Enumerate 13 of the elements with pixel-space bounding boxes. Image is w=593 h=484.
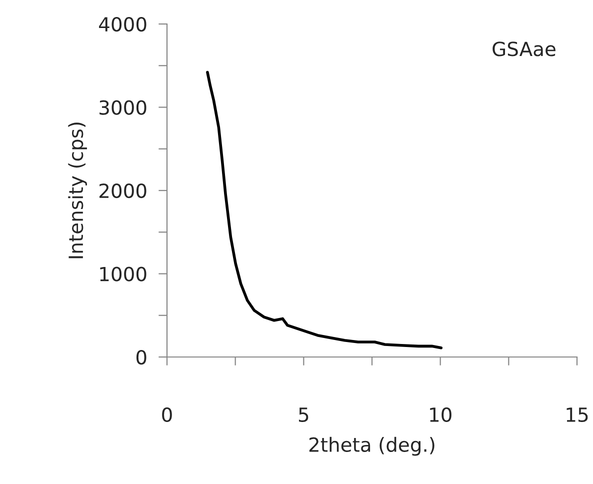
y-tick-label: 0 — [136, 350, 146, 365]
x-tick-label: 0 — [162, 407, 172, 422]
x-axis-title: 2theta (deg.) — [309, 436, 434, 456]
x-tick-label: 5 — [298, 408, 308, 422]
y-tick-label: 2000 — [99, 183, 146, 198]
line-series — [206, 70, 443, 350]
annotation: GSAae — [492, 42, 556, 56]
x-tick-label: 10 — [430, 407, 452, 422]
y-tick-label: 4000 — [99, 16, 146, 32]
y-tick-label: 1000 — [100, 266, 146, 282]
y-tick-label: 3000 — [100, 100, 146, 115]
y-axis-title: Intensity (cps) — [68, 122, 87, 258]
x-tick-label: 15 — [566, 408, 588, 422]
